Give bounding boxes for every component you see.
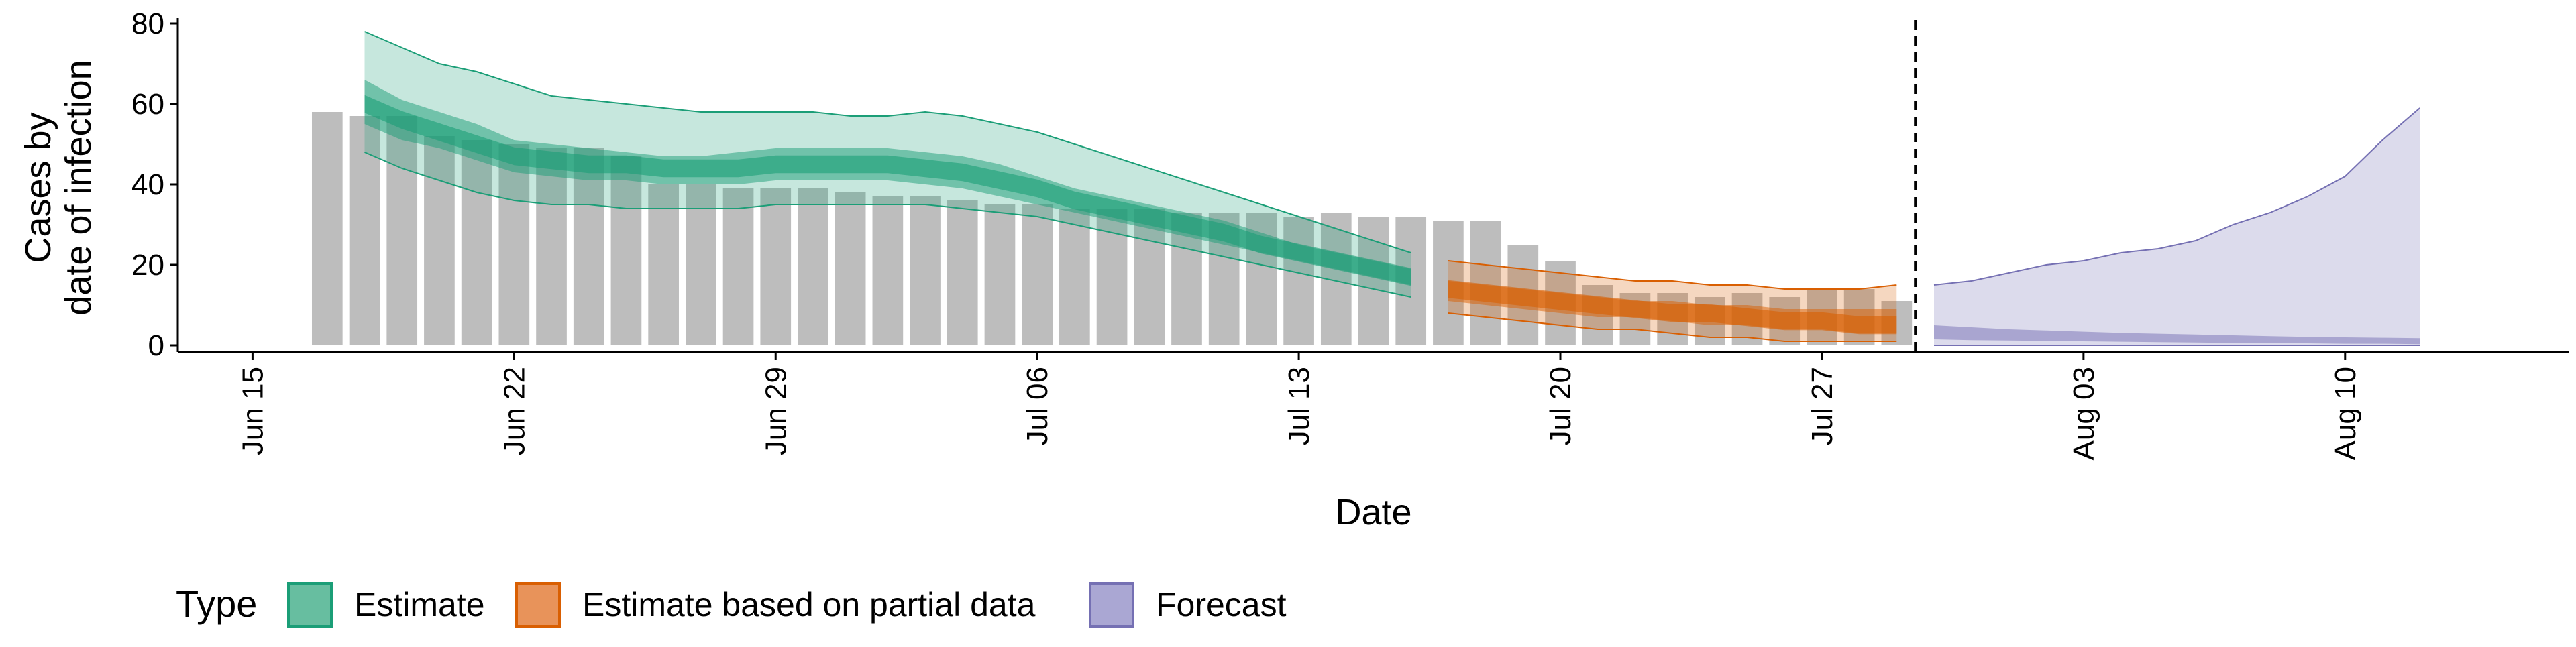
case-bar <box>386 116 418 345</box>
x-tick-label: Jun 22 <box>498 367 531 455</box>
case-bar <box>311 112 343 345</box>
case-bar <box>984 204 1016 345</box>
partial-estimate-upper-line <box>1448 260 1897 290</box>
forecast-upper-line <box>1933 107 2420 286</box>
y-tick-label: 20 <box>131 249 164 282</box>
legend-label: Estimate <box>354 586 485 624</box>
case-bar <box>461 140 492 345</box>
forecast-band-50 <box>1934 325 2420 345</box>
x-tick-label: Jul 20 <box>1544 367 1577 445</box>
legend-swatch <box>287 582 333 628</box>
estimate-lower-line <box>364 152 1411 298</box>
case-bar <box>610 156 642 345</box>
x-tick-label: Jun 15 <box>236 367 269 455</box>
case-bar <box>1096 209 1128 345</box>
x-tick-label: Aug 03 <box>2068 367 2100 460</box>
y-axis-title-line: date of infection <box>58 60 99 315</box>
case-bar <box>835 192 866 345</box>
forecast-band-90 <box>1934 108 2420 345</box>
case-bar <box>648 184 679 345</box>
legend-layer: Type Estimate Estimate based on partial da… <box>176 582 1287 628</box>
case-bar <box>947 200 978 345</box>
case-bar <box>910 196 941 345</box>
x-tick-label: Jul 27 <box>1806 367 1839 445</box>
case-bar <box>498 144 530 345</box>
case-bar <box>760 188 792 345</box>
case-bar <box>1134 209 1165 345</box>
axes-layer: 0 20 40 60 80 Jun 15 Jun 22 Jun 29 Jul 06 Jul 13 J… <box>18 7 2569 532</box>
y-axis-title: Cases bydate of infection <box>18 60 99 315</box>
estimate-upper-line <box>364 31 1411 253</box>
legend-title: Type <box>176 583 257 625</box>
case-bar <box>1283 217 1314 345</box>
x-tick-label: Jun 29 <box>759 367 792 455</box>
case-bar <box>536 148 567 345</box>
legend-swatch <box>1089 582 1134 628</box>
legend-label: Forecast <box>1156 586 1287 624</box>
case-bar <box>1022 204 1053 345</box>
case-bar <box>798 188 828 345</box>
case-bar <box>686 184 716 345</box>
y-tick-label: 60 <box>131 88 164 121</box>
case-bar <box>349 116 380 345</box>
y-tick-label: 0 <box>148 329 164 362</box>
x-tick-label: Aug 10 <box>2329 367 2362 460</box>
bars-layer <box>311 112 1913 345</box>
case-bar <box>872 196 904 345</box>
x-axis-title: Date <box>1335 492 1411 532</box>
partial-estimate-lower-line <box>1448 312 1897 342</box>
legend-swatch <box>515 582 561 628</box>
case-bar <box>1059 209 1090 345</box>
case-bar <box>424 136 455 345</box>
y-axis-title-line: Cases by <box>18 112 58 263</box>
bands-layer <box>364 31 2420 346</box>
legend-label: Estimate based on partial data <box>582 586 1036 624</box>
case-bar <box>1470 221 1501 345</box>
y-tick-label: 80 <box>131 7 164 40</box>
partial-estimate-median-band <box>1448 280 1897 335</box>
x-tick-label: Jul 06 <box>1021 367 1054 445</box>
case-bar <box>722 188 754 345</box>
x-tick-label: Jul 13 <box>1283 367 1316 445</box>
y-tick-label: 40 <box>131 168 164 201</box>
case-bar <box>573 148 604 345</box>
